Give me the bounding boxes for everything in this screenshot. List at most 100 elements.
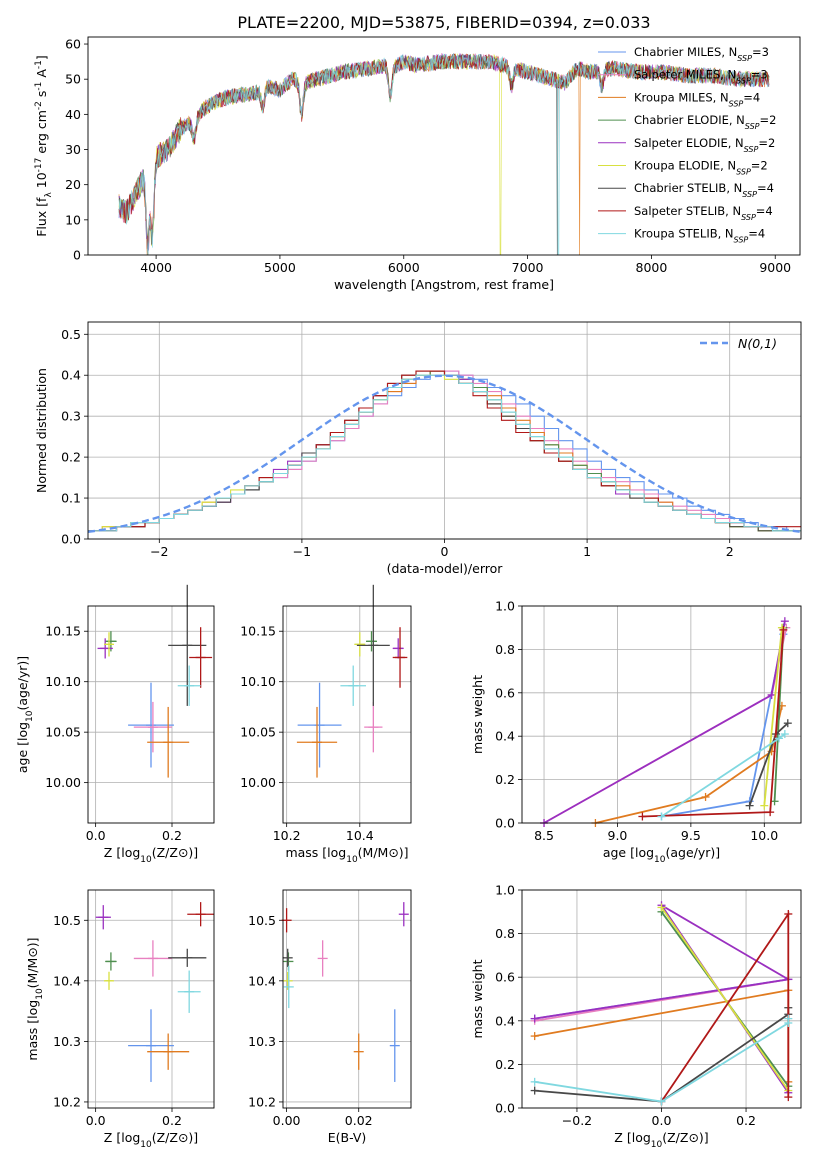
plot-area-age-vs-Z [97,584,213,778]
x-tick-label: 0.00 [273,1113,301,1128]
legend-label-sub: SSP [744,144,759,153]
y-tick-label: 10 [65,212,81,227]
y-axis-label-part: mass [ [25,1019,40,1061]
y-tick-label: 0.3 [61,409,81,424]
y-tick-label: 0.6 [495,685,515,700]
y-tick-label: 0 [73,248,81,263]
legend-label-sub: SSP [742,190,757,199]
normal-curve [88,374,801,533]
y-axis-label-part: ] [34,55,49,60]
x-axis-label-part: E(B-V) [328,1130,367,1145]
x-axis-label: wavelength [Angstrom, rest frame] [334,277,554,292]
legend-label-part: =3 [751,68,768,82]
y-axis-label: age [log10(age/yr)] [15,656,35,773]
y-axis-label-sub: 10 [35,988,45,1000]
x-axis-label-part: (age/yr)] [665,845,720,860]
y-axis-label: mass [log10(M/M⊙)] [25,937,45,1060]
plot-weight-vs-Z: −0.2 0.0 0.2 0.0 0.2 0.4 0.6 0.8 1.0 Z [log10(Z/Z… [470,883,802,1150]
legend-label-sub: SSP [734,235,749,244]
legend-label-sub: SSP [741,212,756,221]
residual-legend: N(0,1) [700,336,777,351]
y-tick-label: 20 [65,177,81,192]
y-tick-label: 0.0 [495,1101,515,1116]
legend-label-part: =4 [748,227,765,241]
x-tick-label: 0 [441,544,449,559]
axes-frame [87,889,215,1109]
x-tick-label: 0.2 [162,1113,182,1128]
axes-frame [282,605,412,824]
legend-label-sub: SSP [729,99,744,108]
x-tick-label: 6000 [388,260,420,275]
legend-label-part: Salpeter MILES, N [634,68,736,82]
y-tick-label: 1.0 [495,883,515,898]
x-axis-label-part: log [121,1130,140,1145]
y-axis-label-sup: -1 [34,60,44,69]
spectrum-line [118,53,770,249]
y-axis-label-part: erg cm [34,110,49,158]
y-tick-label: 0.0 [61,532,81,547]
y-tick-label: 10.05 [240,725,276,740]
plot-area-residuals [88,370,801,533]
weight-line [642,629,785,818]
x-tick-label: 9000 [759,260,791,275]
y-tick-label: 10.3 [248,1034,276,1049]
y-axis-label: mass weight [470,675,485,754]
y-tick-label: 0.2 [61,450,81,465]
y-axis-label-part: s [34,91,49,102]
plot-area-mass-vs-Z [95,902,214,1082]
x-tick-label: 10.2 [273,828,301,843]
plot-spectrum: 4000 5000 6000 7000 8000 9000 0 10 20 30 40 50 60 wav… [34,36,801,292]
y-tick-label: 10.5 [53,913,81,928]
plot-age-vs-mass: 10.2 10.4 10.00 10.05 10.10 10.15 mass [log10(… [240,584,412,865]
legend-label-part: Chabrier ELODIE, N [634,113,745,127]
x-axis-label-part: mass [ [285,845,327,860]
y-axis-label-part: 10 [34,172,49,192]
weight-line [763,627,783,806]
y-axis-label-part: (age/yr)] [15,656,30,711]
axes-frame [87,36,801,256]
y-axis-label-part: Flux [f [34,197,49,237]
legend-label-part: =4 [757,181,774,195]
legend-label: Chabrier MILES, NSSP=3 [634,45,769,63]
y-tick-label: 0.1 [61,491,81,506]
plot-area-spectrum [118,52,770,255]
y-tick-label: 0.8 [495,642,515,657]
legend-label-part: =2 [751,159,768,173]
x-tick-label: 7000 [512,260,544,275]
spectrum-line [118,53,770,251]
spectrum-line [118,52,770,255]
x-axis-label-sub: 10 [346,855,358,865]
legend-label-part: Chabrier MILES, N [634,45,737,59]
x-axis-label-part: Z [ [104,1130,121,1145]
y-tick-label: 1.0 [495,599,515,614]
x-tick-label: 0.0 [86,828,106,843]
x-axis-label-sub: 10 [651,1140,663,1150]
y-tick-label: 0.5 [61,327,81,342]
plot-mass-vs-EBV: 0.00 0.02 10.2 10.3 10.4 10.5 E(B-V) [248,889,412,1145]
x-axis-label: Z [log10(Z/Z⊙)] [104,845,198,865]
weight-line [595,705,783,824]
x-axis-label-part: (Z/Z⊙)] [152,1130,198,1145]
x-tick-label: 9.5 [681,828,701,843]
y-axis-label-part: age [ [15,741,30,773]
legend-label-part: =3 [752,45,769,59]
figure-title: PLATE=2200, MJD=53875, FIBERID=0394, z=0… [237,13,650,32]
weight-line [543,627,788,824]
weight-line [660,906,790,1092]
x-tick-label: 8000 [636,260,668,275]
legend-label-part: Kroupa STELIB, N [634,227,734,241]
x-tick-label: 10.4 [346,828,374,843]
y-tick-label: 60 [65,37,81,52]
y-tick-label: 10.2 [53,1094,81,1109]
y-tick-label: 10.15 [240,624,276,639]
x-axis-label-part: (Z/Z⊙)] [152,845,198,860]
x-tick-label: −1 [293,544,311,559]
legend-label: Salpeter ELODIE, NSSP=2 [634,136,775,154]
y-axis-label-part: mass weight [470,675,485,754]
x-tick-label: 0.0 [652,1113,672,1128]
legend-label-sub: SSP [737,54,752,63]
spectrum-line [118,52,770,255]
x-axis-label-part: (Z/Z⊙)] [662,1130,708,1145]
